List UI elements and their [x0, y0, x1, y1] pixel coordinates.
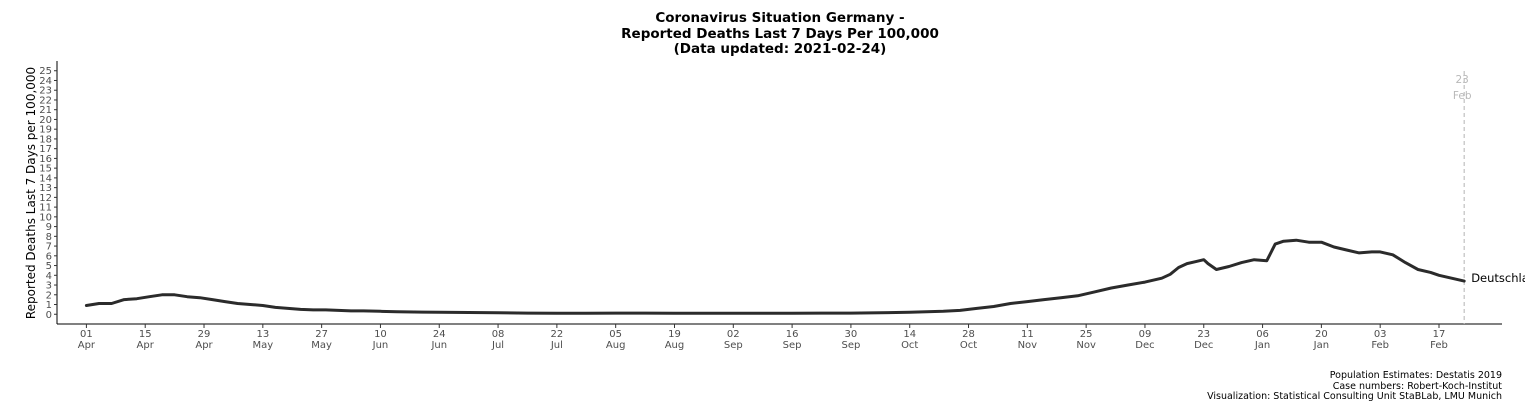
y-tick-label: 2 — [46, 290, 52, 301]
x-tick-month-label: May — [311, 340, 332, 351]
y-tick-label: 13 — [39, 183, 52, 194]
y-axis-title: Reported Deaths Last 7 Days per 100,000 — [24, 67, 38, 319]
y-tick-label: 6 — [46, 251, 52, 262]
y-tick-label: 19 — [39, 125, 52, 136]
x-tick-month-label: Jan — [1313, 340, 1329, 351]
series-layer: Deutschland — [84, 238, 1525, 315]
x-tick-day-label: 30 — [845, 329, 858, 340]
x-tick-month-label: Nov — [1076, 340, 1096, 351]
x-tick-day-label: 15 — [139, 329, 152, 340]
x-tick-month-label: Sep — [724, 340, 743, 351]
x-tick-month-label: Oct — [960, 340, 977, 351]
x-tick-month-label: Dec — [1135, 340, 1154, 351]
x-tick-month-label: Jul — [550, 340, 563, 351]
x-tick-day-label: 24 — [433, 329, 446, 340]
y-tick-label: 17 — [39, 144, 52, 155]
caption-population: Population Estimates: Destatis 2019 — [1330, 370, 1502, 381]
x-tick-day-label: 14 — [903, 329, 916, 340]
x-tick-day-label: 20 — [1315, 329, 1328, 340]
series-end-label: Deutschland — [1471, 271, 1525, 285]
y-tick-label: 12 — [39, 193, 52, 204]
x-tick-month-label: Dec — [1194, 340, 1213, 351]
chart-title-line-3: (Data updated: 2021-02-24) — [674, 41, 887, 57]
x-tick-day-label: 05 — [609, 329, 622, 340]
caption-visualization: Visualization: Statistical Consulting Un… — [1207, 391, 1502, 402]
x-tick-day-label: 23 — [1197, 329, 1210, 340]
series-line-deutschland — [84, 238, 1466, 315]
x-tick-day-label: 19 — [668, 329, 681, 340]
y-tick-label: 9 — [46, 222, 52, 233]
y-tick-label: 14 — [39, 173, 52, 184]
y-ticks: 0123456789101112131415161718192021222324… — [39, 66, 57, 321]
x-tick-month-label: Oct — [901, 340, 918, 351]
x-tick-month-label: Apr — [195, 340, 213, 351]
y-tick-label: 18 — [39, 134, 52, 145]
x-tick-day-label: 10 — [374, 329, 387, 340]
y-tick-label: 16 — [39, 154, 52, 165]
x-tick-day-label: 29 — [198, 329, 211, 340]
y-tick-label: 3 — [46, 281, 52, 292]
y-tick-label: 11 — [39, 203, 52, 214]
x-tick-day-label: 08 — [492, 329, 505, 340]
x-tick-month-label: Jun — [372, 340, 389, 351]
y-tick-label: 22 — [39, 95, 52, 106]
y-tick-label: 10 — [39, 212, 52, 223]
x-tick-month-label: Aug — [665, 340, 685, 351]
y-tick-label: 23 — [39, 86, 52, 97]
x-tick-day-label: 06 — [1256, 329, 1269, 340]
x-tick-day-label: 02 — [727, 329, 740, 340]
x-tick-month-label: Feb — [1430, 340, 1448, 351]
x-tick-month-label: Apr — [137, 340, 155, 351]
y-tick-label: 0 — [46, 310, 52, 321]
x-tick-day-label: 11 — [1021, 329, 1034, 340]
x-tick-day-label: 09 — [1139, 329, 1152, 340]
x-tick-day-label: 27 — [315, 329, 328, 340]
x-tick-month-label: Feb — [1371, 340, 1389, 351]
x-tick-month-label: Jul — [491, 340, 504, 351]
x-tick-day-label: 13 — [256, 329, 269, 340]
reference-marker: 23 Feb — [1453, 71, 1472, 324]
y-tick-label: 7 — [46, 242, 52, 253]
caption-case-numbers: Case numbers: Robert-Koch-Institut — [1333, 381, 1503, 392]
x-tick-day-label: 16 — [786, 329, 799, 340]
x-tick-day-label: 03 — [1374, 329, 1387, 340]
x-tick-month-label: Jan — [1254, 340, 1270, 351]
x-tick-day-label: 22 — [551, 329, 564, 340]
y-tick-label: 8 — [46, 232, 52, 243]
x-tick-day-label: 01 — [80, 329, 93, 340]
x-tick-month-label: Sep — [841, 340, 860, 351]
x-tick-day-label: 28 — [962, 329, 975, 340]
x-tick-month-label: Apr — [78, 340, 96, 351]
x-tick-month-label: Aug — [606, 340, 626, 351]
y-tick-label: 15 — [39, 164, 52, 175]
y-tick-label: 4 — [46, 271, 52, 282]
y-tick-label: 1 — [46, 300, 52, 311]
y-tick-label: 5 — [46, 261, 52, 272]
x-tick-month-label: May — [252, 340, 273, 351]
y-tick-label: 24 — [39, 76, 52, 87]
chart-title-line-1: Coronavirus Situation Germany - — [655, 10, 904, 26]
x-ticks: 01Apr15Apr29Apr13May27May10Jun24Jun08Jul… — [78, 324, 1448, 351]
source-captions: Population Estimates: Destatis 2019 Case… — [1207, 370, 1502, 402]
x-tick-day-label: 25 — [1080, 329, 1093, 340]
reference-day-label: 23 — [1456, 74, 1469, 86]
reference-month-label: Feb — [1453, 90, 1472, 102]
y-tick-label: 20 — [39, 115, 52, 126]
x-tick-month-label: Sep — [783, 340, 802, 351]
chart-title: Coronavirus Situation Germany - Reported… — [621, 10, 939, 57]
x-tick-month-label: Nov — [1018, 340, 1038, 351]
x-tick-day-label: 17 — [1433, 329, 1446, 340]
y-tick-label: 21 — [39, 105, 52, 116]
x-tick-month-label: Jun — [430, 340, 447, 351]
y-tick-label: 25 — [39, 66, 52, 77]
chart-title-line-2: Reported Deaths Last 7 Days Per 100,000 — [621, 26, 939, 42]
